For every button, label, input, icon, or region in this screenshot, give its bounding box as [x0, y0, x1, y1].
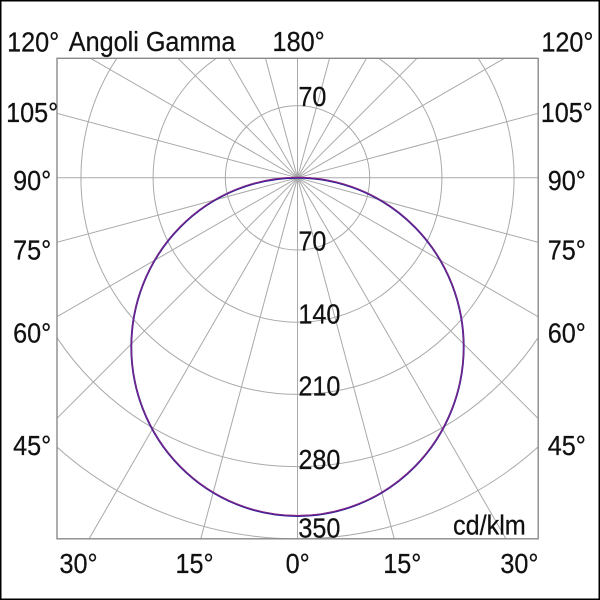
svg-text:cd/klm: cd/klm: [453, 509, 526, 541]
svg-text:105°: 105°: [541, 97, 593, 129]
svg-text:Angoli Gamma: Angoli Gamma: [69, 26, 236, 58]
svg-text:30°: 30°: [59, 548, 97, 580]
svg-text:120°: 120°: [541, 26, 593, 58]
svg-text:350: 350: [298, 512, 340, 544]
svg-text:180°: 180°: [273, 26, 325, 58]
svg-text:280: 280: [298, 444, 340, 476]
svg-text:30°: 30°: [500, 548, 538, 580]
svg-text:15°: 15°: [383, 548, 421, 580]
svg-text:45°: 45°: [13, 430, 51, 462]
svg-text:120°: 120°: [7, 26, 59, 58]
svg-text:45°: 45°: [548, 430, 586, 462]
svg-text:140: 140: [298, 298, 340, 330]
svg-text:60°: 60°: [13, 317, 51, 349]
svg-text:90°: 90°: [13, 165, 51, 197]
svg-text:105°: 105°: [6, 97, 58, 129]
svg-text:75°: 75°: [548, 234, 586, 266]
svg-text:70: 70: [298, 81, 326, 113]
svg-text:0°: 0°: [286, 548, 310, 580]
svg-text:70: 70: [298, 225, 326, 257]
svg-text:60°: 60°: [548, 317, 586, 349]
svg-text:90°: 90°: [548, 165, 586, 197]
svg-text:15°: 15°: [175, 548, 213, 580]
svg-text:75°: 75°: [13, 234, 51, 266]
svg-text:210: 210: [298, 370, 340, 402]
